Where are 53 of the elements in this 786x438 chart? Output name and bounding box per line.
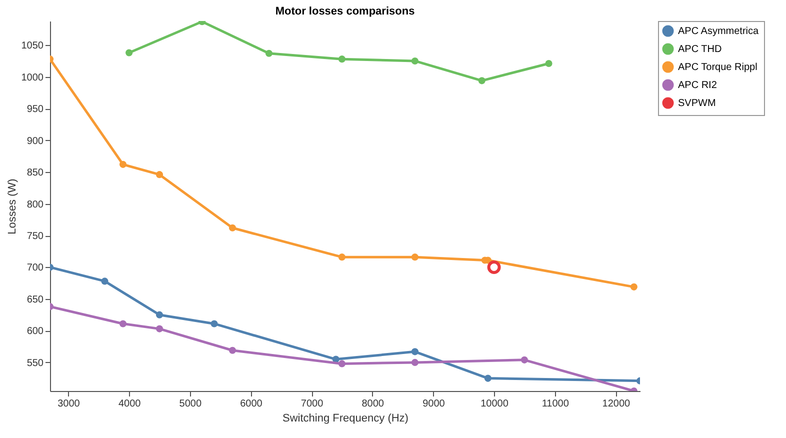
point xyxy=(119,320,127,328)
x-axis-title: Switching Frequency (Hz) xyxy=(282,412,408,424)
chart-title: Motor losses comparisons xyxy=(275,6,415,18)
point xyxy=(156,311,164,318)
point xyxy=(210,320,218,328)
point xyxy=(228,224,236,232)
point xyxy=(265,50,273,57)
point xyxy=(487,260,501,274)
legend-label: SVPWM xyxy=(678,98,716,109)
point xyxy=(228,346,236,354)
point xyxy=(484,374,492,382)
y-tick-label: 650 xyxy=(26,294,44,306)
point xyxy=(630,283,638,290)
y-tick-label: 950 xyxy=(26,104,44,116)
point xyxy=(338,360,346,368)
point xyxy=(101,278,108,285)
legend-label: APC Asymmetrica xyxy=(678,26,760,37)
point xyxy=(545,60,552,68)
point xyxy=(119,160,127,168)
x-tick-label: 10000 xyxy=(480,398,509,410)
y-tick-label: 850 xyxy=(26,168,44,179)
y-tick-label: 900 xyxy=(26,136,44,147)
y-tick-label: 600 xyxy=(26,326,44,338)
x-tick-label: 11000 xyxy=(542,398,570,410)
y-tick-label: 800 xyxy=(26,199,44,210)
x-tick-label: 7000 xyxy=(300,398,324,410)
point xyxy=(411,254,418,261)
legend-label: APC THD xyxy=(678,44,722,55)
y-tick-label: 1050 xyxy=(21,40,44,52)
point xyxy=(338,56,346,63)
point xyxy=(411,57,418,65)
point xyxy=(478,77,486,84)
y-tick-label: 700 xyxy=(26,262,44,274)
x-tick-label: 6000 xyxy=(240,398,263,410)
y-tick-label: 1000 xyxy=(21,72,44,84)
point xyxy=(126,49,133,56)
point xyxy=(411,358,418,366)
point xyxy=(156,171,164,178)
point xyxy=(411,348,418,356)
x-tick-label: 12000 xyxy=(602,398,631,410)
y-axis-title: Losses (W) xyxy=(6,178,18,234)
legend-label: APC RI2 xyxy=(678,80,718,91)
x-tick-label: 8000 xyxy=(362,398,384,410)
x-tick-label: 4000 xyxy=(118,398,142,410)
x-tick-label: 3000 xyxy=(58,398,80,410)
legend-label: APC Torque Rippl xyxy=(678,62,758,73)
y-tick-label: 550 xyxy=(26,358,44,369)
point xyxy=(156,325,164,332)
x-tick-label: 9000 xyxy=(422,398,446,410)
point xyxy=(338,254,346,261)
x-tick-label: 5000 xyxy=(179,398,202,410)
point xyxy=(520,356,528,364)
y-tick-label: 750 xyxy=(26,231,44,242)
